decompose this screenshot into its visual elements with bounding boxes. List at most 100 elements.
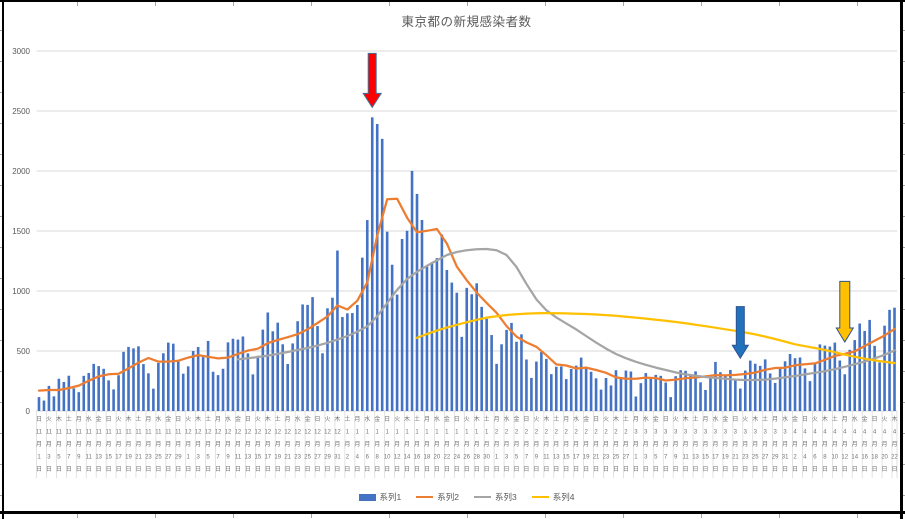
bar[interactable] [127, 346, 130, 411]
bar-series-1[interactable] [37, 117, 896, 412]
bar[interactable] [545, 358, 548, 411]
bar[interactable] [823, 345, 827, 411]
bar[interactable] [142, 364, 145, 411]
bar[interactable] [758, 365, 762, 411]
red-down-arrow[interactable] [362, 52, 383, 109]
bar[interactable] [102, 368, 105, 411]
bar[interactable] [420, 219, 424, 411]
bar[interactable] [783, 361, 787, 411]
bar[interactable] [584, 368, 588, 411]
bar[interactable] [475, 283, 478, 411]
bar[interactable] [629, 371, 633, 411]
bar[interactable] [455, 292, 459, 411]
bar[interactable] [589, 371, 593, 411]
bar[interactable] [530, 377, 533, 411]
bar[interactable] [559, 366, 563, 411]
bar[interactable] [773, 382, 777, 411]
bar[interactable] [609, 385, 613, 411]
bar[interactable] [356, 304, 359, 411]
bar[interactable] [803, 368, 807, 411]
bar[interactable] [753, 363, 757, 411]
bar[interactable] [634, 396, 638, 411]
bar[interactable] [843, 374, 847, 411]
line-series-4[interactable] [415, 311, 896, 365]
bar[interactable] [415, 193, 419, 411]
bar[interactable] [276, 322, 280, 411]
bar[interactable] [246, 353, 250, 411]
bar[interactable] [669, 397, 672, 411]
bar[interactable] [550, 374, 553, 411]
bar[interactable] [674, 376, 677, 411]
bar[interactable] [37, 397, 41, 411]
bar[interactable] [574, 365, 578, 411]
bar[interactable] [460, 336, 464, 411]
bar[interactable] [500, 344, 503, 411]
bar[interactable] [67, 375, 71, 411]
bar[interactable] [724, 374, 727, 411]
bar[interactable] [360, 257, 364, 411]
bar[interactable] [793, 358, 797, 411]
bar[interactable] [286, 363, 289, 411]
bar[interactable] [261, 329, 265, 411]
bar[interactable] [858, 323, 861, 411]
bar[interactable] [664, 382, 668, 411]
blue-down-arrow[interactable] [731, 306, 750, 360]
bar[interactable] [743, 370, 747, 411]
bar[interactable] [201, 357, 205, 411]
bar[interactable] [216, 375, 220, 411]
bar[interactable] [515, 341, 518, 411]
bar[interactable] [107, 380, 110, 411]
bar[interactable] [385, 231, 389, 411]
bar[interactable] [157, 362, 160, 411]
bar[interactable] [569, 369, 573, 411]
bar[interactable] [231, 338, 235, 411]
bar[interactable] [206, 340, 210, 411]
bar[interactable] [72, 388, 76, 411]
bar[interactable] [893, 307, 896, 411]
bar[interactable] [649, 377, 653, 411]
bar[interactable] [505, 329, 508, 411]
bar[interactable] [196, 347, 200, 411]
bar[interactable] [599, 389, 603, 411]
bar[interactable] [410, 170, 414, 411]
bar[interactable] [798, 357, 802, 411]
bar[interactable] [47, 385, 51, 411]
bar[interactable] [42, 400, 46, 411]
bar[interactable] [679, 370, 682, 411]
bar[interactable] [624, 370, 628, 411]
bar[interactable] [306, 304, 309, 411]
bar[interactable] [535, 361, 538, 411]
bar[interactable] [296, 321, 299, 411]
bar[interactable] [495, 363, 498, 411]
bar[interactable] [729, 369, 732, 411]
chart-legend[interactable]: 系列1 系列2 系列3 系列4 [36, 491, 897, 503]
bar[interactable] [440, 234, 444, 411]
bar[interactable] [709, 375, 712, 411]
bar[interactable] [375, 123, 379, 412]
bar[interactable] [380, 138, 384, 411]
bar[interactable] [435, 258, 439, 411]
bar[interactable] [445, 270, 449, 411]
legend-item-1[interactable]: 系列1 [355, 491, 406, 503]
bar[interactable] [167, 342, 170, 411]
bar[interactable] [241, 336, 245, 411]
bar[interactable] [326, 308, 329, 411]
bar[interactable] [480, 306, 483, 411]
bar[interactable] [226, 342, 230, 411]
bar[interactable] [520, 334, 523, 411]
bar[interactable] [92, 363, 96, 411]
bar[interactable] [788, 354, 792, 411]
bar[interactable] [82, 375, 86, 411]
legend-item-2[interactable]: 系列2 [412, 491, 463, 503]
bar[interactable] [57, 378, 61, 411]
bar[interactable] [604, 378, 608, 411]
bar[interactable] [818, 344, 822, 411]
shape-annotations[interactable] [362, 52, 855, 360]
bar[interactable] [346, 313, 349, 411]
bar[interactable] [619, 378, 623, 411]
legend-item-3[interactable]: 系列3 [470, 491, 521, 503]
bar[interactable] [97, 366, 100, 411]
bar[interactable] [525, 359, 528, 411]
